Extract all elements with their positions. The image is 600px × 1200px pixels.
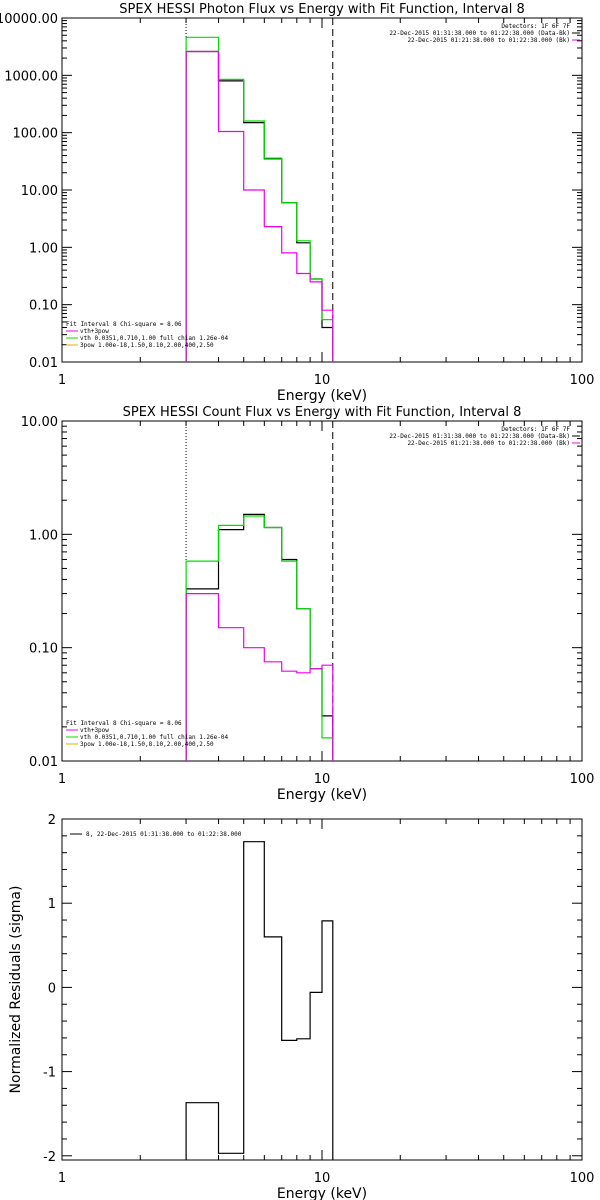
y-tick-label: -1: [43, 1066, 56, 1081]
x-tick-label: 10: [314, 1171, 331, 1186]
series-data-line: [185, 50, 334, 362]
legend-bottom-left-text: vth 0.0351,0.710,1.00 full chian 1.26e-0…: [80, 734, 228, 741]
legend-bottom-left-text: 3pow 1.00e-18,1.50,8.10,2.00,400,2.50: [80, 741, 214, 748]
legend-bottom-left-text: vth+3pow: [80, 328, 109, 335]
legend-top-right-text: 22-Dec-2015 01:31:38.000 to 01:22:38.000…: [389, 433, 570, 440]
x-axis-label-1: Energy (keV): [277, 388, 367, 404]
x-tick-label: 100: [570, 373, 595, 388]
x-axis-label-3: Energy (keV): [277, 1186, 367, 1200]
legend-top-right-text: 22-Dec-2015 01:21:38.000 to 01:22:38.000…: [407, 440, 570, 447]
series-background-line: [185, 50, 334, 362]
legend-bottom-left-text: Fit Interval 8 Chi-square = 8.06: [66, 321, 182, 328]
y-tick-label: 1.00: [29, 528, 58, 543]
legend-bottom-left-text: vth 0.0351,0.710,1.00 full chian 1.26e-0…: [80, 335, 228, 342]
x-tick-label: 1: [58, 772, 66, 787]
legend-bottom-left-text: Fit Interval 8 Chi-square = 8.06: [66, 720, 182, 727]
y-tick-label: 0.10: [29, 299, 58, 314]
y-tick-label: 0: [48, 981, 56, 996]
series-residuals-line: [185, 841, 334, 1160]
legend-top-right-text: 22-Dec-2015 01:21:38.000 to 01:22:38.000…: [407, 37, 570, 44]
legend-bottom-left-text: 3pow 1.00e-18,1.50,8.10,2.00,400,2.50: [80, 342, 214, 349]
y-tick-label: 1: [48, 897, 56, 912]
x-tick-label: 1: [58, 1171, 66, 1186]
legend-top-right-text: Detectors: 1F 6F 7F: [501, 426, 570, 433]
y-tick-label: 0.01: [29, 356, 58, 371]
y-tick-label: 100.00: [13, 127, 59, 142]
y-tick-label: 1000.00: [4, 69, 58, 84]
y-axis-label-3: Normalized Residuals (sigma): [8, 886, 24, 1094]
x-tick-label: 10: [314, 373, 331, 388]
y-tick-label: 10.00: [21, 415, 58, 430]
x-axis-label-2: Energy (keV): [277, 787, 367, 803]
y-tick-label: 10000.00: [0, 12, 58, 27]
series-background-line: [185, 593, 334, 761]
legend-top-right-text: 22-Dec-2015 01:31:38.000 to 01:22:38.000…: [389, 30, 570, 37]
y-tick-label: 0.01: [29, 755, 58, 770]
y-tick-label: 2: [48, 813, 56, 828]
chart-title-1: SPEX HESSI Photon Flux vs Energy with Fi…: [119, 2, 525, 17]
series-data-line: [185, 513, 334, 761]
y-tick-label: 10.00: [21, 184, 58, 199]
x-tick-label: 100: [570, 772, 595, 787]
series-fit-line: [185, 36, 334, 362]
x-tick-label: 1: [58, 373, 66, 388]
x-tick-label: 10: [314, 772, 331, 787]
x-tick-label: 100: [570, 1171, 595, 1186]
y-tick-label: 0.10: [29, 642, 58, 657]
chart-title-2: SPEX HESSI Count Flux vs Energy with Fit…: [123, 405, 522, 420]
legend-bottom-left-text: vth+3pow: [80, 727, 109, 734]
y-tick-label: 1.00: [29, 241, 58, 256]
legend-top-left-text: 8, 22-Dec-2015 01:31:38.000 to 01:22:38.…: [86, 831, 242, 838]
y-tick-label: -2: [43, 1150, 56, 1165]
legend-top-right-text: Detectors: 1F 6F 7F: [501, 23, 570, 30]
series-fit-line: [185, 515, 334, 761]
